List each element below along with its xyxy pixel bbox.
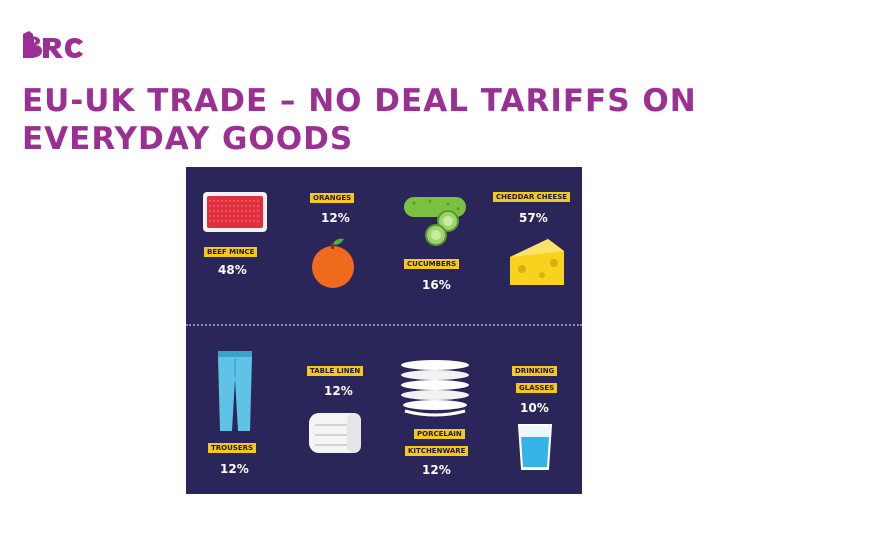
brc-logo-icon xyxy=(23,31,83,58)
item-label: ORANGES xyxy=(310,193,355,203)
item-value: 16% xyxy=(422,278,451,292)
item-value: 12% xyxy=(220,462,249,476)
item-value: 57% xyxy=(519,211,548,225)
item-label-line2: GLASSES xyxy=(516,383,558,393)
page-title: EU-UK TRADE – NO DEAL TARIFFS ON EVERYDA… xyxy=(22,83,697,157)
cucumber-icon xyxy=(402,191,468,249)
tariff-panel: BEEF MINCE 48% ORANGES 12% xyxy=(186,167,582,494)
folded-linen-icon xyxy=(307,409,363,457)
brc-logo xyxy=(20,28,90,64)
trousers-icon xyxy=(216,351,254,433)
beef-mince-tray-icon xyxy=(202,191,268,233)
item-value: 10% xyxy=(520,401,549,415)
plates-stack-icon xyxy=(399,359,471,417)
item-label: TABLE LINEN xyxy=(307,366,364,376)
item-value: 12% xyxy=(422,463,451,477)
item-value: 12% xyxy=(321,211,350,225)
item-label: CHEDDAR CHEESE xyxy=(493,192,571,202)
item-label-line2: KITCHENWARE xyxy=(405,446,469,456)
cheese-icon xyxy=(508,237,566,287)
item-label: PORCELAIN xyxy=(414,429,465,439)
item-label: CUCUMBERS xyxy=(404,259,460,269)
item-label: BEEF MINCE xyxy=(204,247,258,257)
glass-icon xyxy=(517,423,553,471)
item-value: 48% xyxy=(218,263,247,277)
panel-divider xyxy=(186,324,582,326)
item-label: TROUSERS xyxy=(208,443,257,453)
item-label: DRINKING xyxy=(512,366,558,376)
orange-icon xyxy=(310,235,356,289)
item-value: 12% xyxy=(324,384,353,398)
